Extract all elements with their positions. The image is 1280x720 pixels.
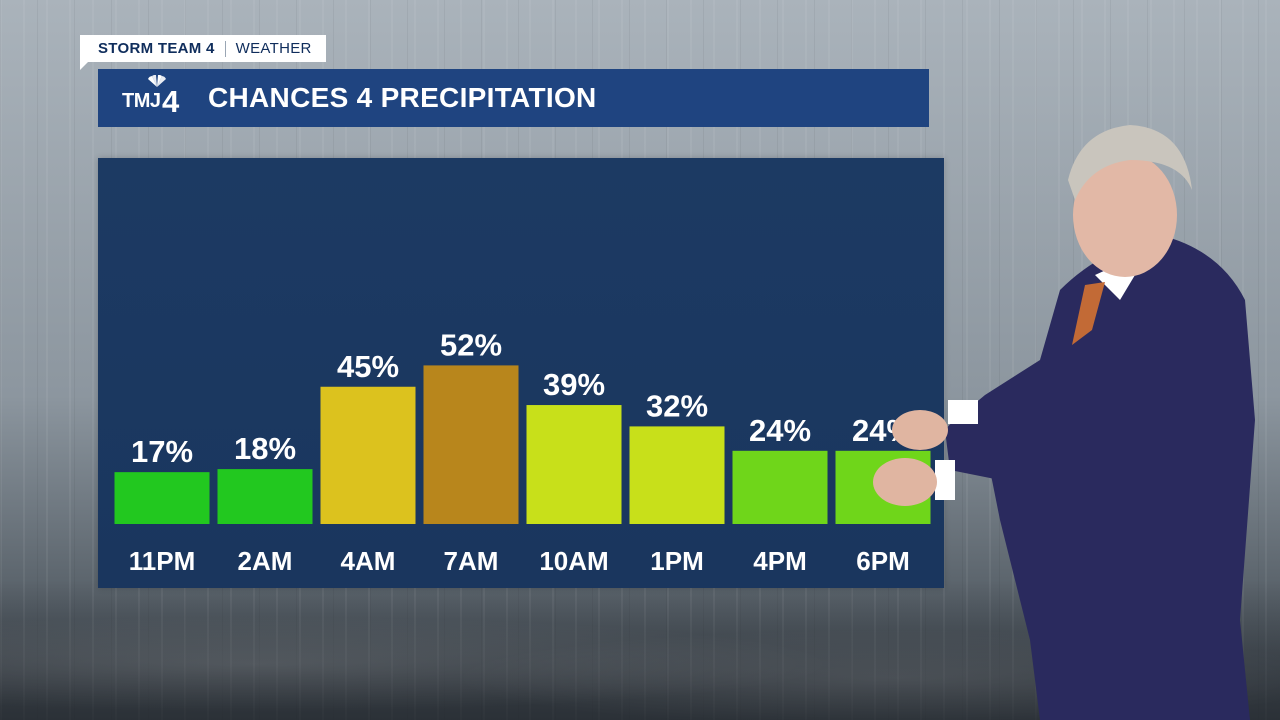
bar-2am [217,469,313,524]
chart-panel: 17% 11PM 18% 2AM 45% 4AM 52% 7AM 39% 10AM 32% 1PM 24… [98,158,944,588]
brand-tag: STORM TEAM 4 WEATHER [80,35,326,62]
value-label-7am: 52% [440,327,502,362]
category-label-11pm: 11PM [129,546,196,576]
value-label-11pm: 17% [131,434,193,469]
bar-1pm [629,426,725,524]
bar-7am [423,365,519,524]
logo-text: TMJ [122,90,161,112]
puddle-ground [0,580,1280,720]
bar-10am [526,405,622,524]
value-label-1pm: 32% [646,388,708,423]
page-title: CHANCES 4 PRECIPITATION [208,82,597,113]
category-label-4am: 4AM [341,546,396,576]
station-logo: TMJ 4 [120,75,192,121]
brand-program: STORM TEAM 4 [98,40,215,57]
category-label-7am: 7AM [444,546,499,576]
precipitation-chart: 17% 11PM 18% 2AM 45% 4AM 52% 7AM 39% 10AM 32% 1PM 24… [114,327,931,576]
bar-6pm [835,450,931,524]
bar-4am [320,386,416,524]
value-label-2am: 18% [234,431,296,466]
title-bar: TMJ 4 CHANCES 4 PRECIPITATION [98,69,929,127]
bar-4pm [732,450,828,524]
value-label-4am: 45% [337,349,399,384]
category-label-4pm: 4PM [753,546,806,576]
category-label-6pm: 6PM [856,546,909,576]
bar-11pm [114,472,210,524]
category-label-10am: 10AM [539,546,608,576]
logo-number: 4 [162,84,180,119]
value-label-6pm: 24% [852,413,914,448]
brand-divider [224,40,226,57]
category-label-2am: 2AM [238,546,293,576]
brand-section: WEATHER [235,40,312,57]
value-label-10am: 39% [543,367,605,402]
brand-notch [80,62,88,70]
category-label-1pm: 1PM [650,546,703,576]
peacock-icon [148,75,166,87]
value-label-4pm: 24% [749,413,811,448]
